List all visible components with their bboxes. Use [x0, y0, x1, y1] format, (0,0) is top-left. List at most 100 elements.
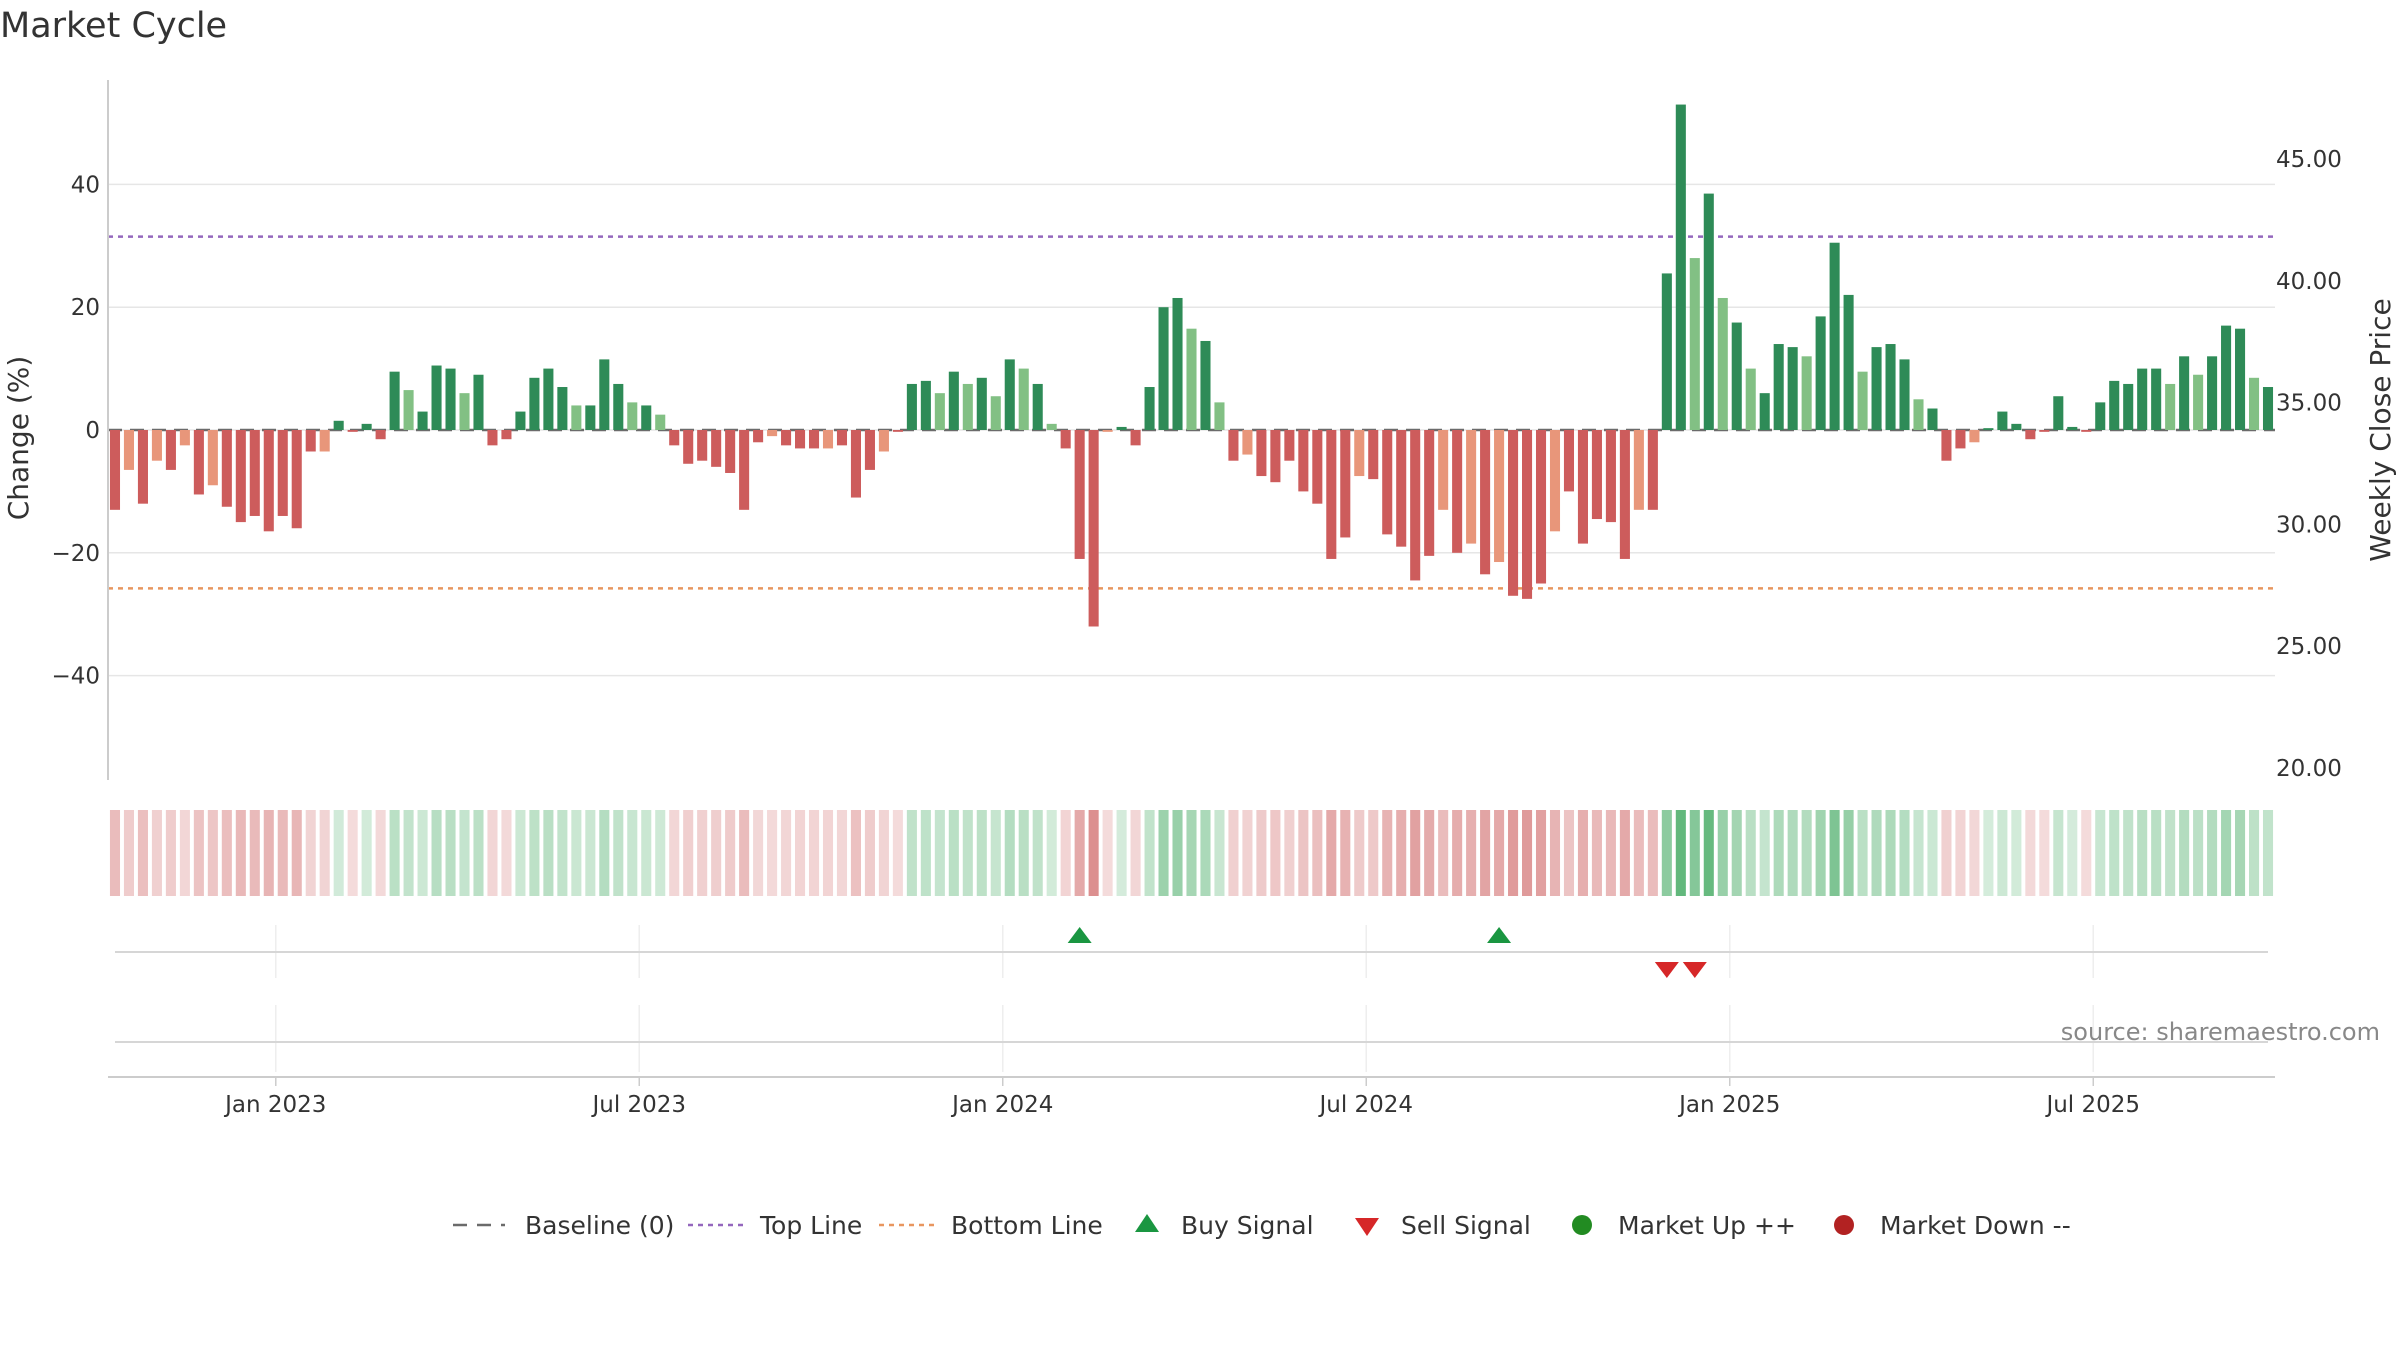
strip-cell [1060, 810, 1071, 896]
strip-cell [1941, 810, 1952, 896]
strip-cell [1829, 810, 1840, 896]
x-tick-label: Jul 2023 [590, 1092, 686, 1118]
bar [641, 405, 652, 430]
strip-cell [795, 810, 806, 896]
bar [1130, 430, 1141, 446]
y2-tick-label: 30.00 [2276, 512, 2342, 538]
strip-cell [2095, 810, 2106, 896]
strip-cell [1452, 810, 1463, 896]
bar [1396, 430, 1407, 547]
bar [725, 430, 736, 473]
strip-cell [1759, 810, 1770, 896]
strip-cell [1605, 810, 1616, 896]
bar [361, 423, 372, 430]
strip-cell [403, 810, 414, 896]
sell-signal-marker [1654, 962, 1679, 978]
strip-cell [1368, 810, 1379, 896]
bar [1913, 399, 1924, 430]
bar [1270, 430, 1281, 483]
bar [753, 430, 764, 443]
bar [1955, 430, 1966, 449]
bar [137, 430, 148, 504]
bar [123, 430, 135, 470]
strip-cell [1815, 810, 1826, 896]
strip-cell [501, 810, 512, 896]
bar [529, 377, 540, 430]
bar [1284, 430, 1295, 461]
strip-cell [1298, 810, 1309, 896]
bar [1997, 411, 2008, 430]
buy-signal-marker [1487, 927, 1512, 943]
bar [291, 430, 302, 529]
strip-cell [1983, 810, 1994, 896]
bar [1941, 430, 1952, 461]
strip-cell [221, 810, 232, 896]
strip-cell [2151, 810, 2162, 896]
bar [1549, 430, 1561, 532]
bar [263, 430, 274, 532]
legend-label: Market Up ++ [1618, 1211, 1796, 1240]
strip-cell [920, 810, 931, 896]
bar [1983, 428, 1994, 430]
strip-cell [1563, 810, 1575, 896]
strip-cell [1130, 810, 1141, 896]
bar [1242, 430, 1253, 455]
strip-cell [1004, 810, 1015, 896]
bar [850, 430, 861, 498]
strip-cell [878, 810, 889, 896]
strip-cell [822, 810, 834, 896]
bar [1843, 294, 1854, 430]
bar [1102, 430, 1113, 432]
bar [1885, 344, 1896, 430]
strip-cell [529, 810, 540, 896]
bar [1466, 430, 1477, 544]
bar [669, 430, 680, 446]
strip-cell [1871, 810, 1882, 896]
strip-cell [2221, 810, 2232, 896]
bar [333, 420, 344, 430]
bar [2039, 430, 2050, 432]
legend-item: Baseline (0) [453, 1211, 674, 1240]
strip-cell [137, 810, 148, 896]
strip-cell [697, 810, 708, 896]
bar [683, 430, 694, 464]
bar [2053, 396, 2064, 430]
bar [1801, 356, 1812, 430]
source-watermark: source: sharemaestro.com [2061, 1018, 2380, 1046]
y-axis-title: Change (%) [2, 356, 35, 521]
strip-cell [1591, 810, 1602, 896]
strip-cell [1074, 810, 1085, 896]
strip-cell [1242, 810, 1253, 896]
strip-cell [836, 810, 848, 896]
strip-cell [1955, 810, 1966, 896]
bar [1815, 316, 1826, 430]
strip-cell [1480, 810, 1491, 896]
bar [1368, 430, 1379, 480]
strip-cell [1144, 810, 1155, 896]
bar [1158, 307, 1169, 430]
bar [1172, 297, 1183, 430]
bar [781, 430, 792, 446]
bar [2109, 380, 2120, 430]
bar [962, 383, 973, 430]
strip-cell [1186, 810, 1197, 896]
strip-cell [1535, 810, 1547, 896]
bar [1871, 347, 1882, 430]
bar [1214, 402, 1225, 430]
bar [473, 374, 484, 430]
strip-cell [1116, 810, 1127, 896]
strip-cell [2011, 810, 2022, 896]
bar [1577, 430, 1588, 544]
strip-cell [641, 810, 652, 896]
bar [2221, 325, 2232, 430]
strip-cell [627, 810, 638, 896]
bar [403, 390, 414, 430]
strip-cell [1619, 810, 1630, 896]
legend-label: Top Line [759, 1211, 862, 1240]
strip-cell [347, 810, 358, 896]
bar [221, 430, 232, 507]
strip-cell [2179, 810, 2190, 896]
y2-tick-label: 45.00 [2276, 147, 2342, 173]
strip-cell [1731, 810, 1742, 896]
strip-cell [962, 810, 973, 896]
